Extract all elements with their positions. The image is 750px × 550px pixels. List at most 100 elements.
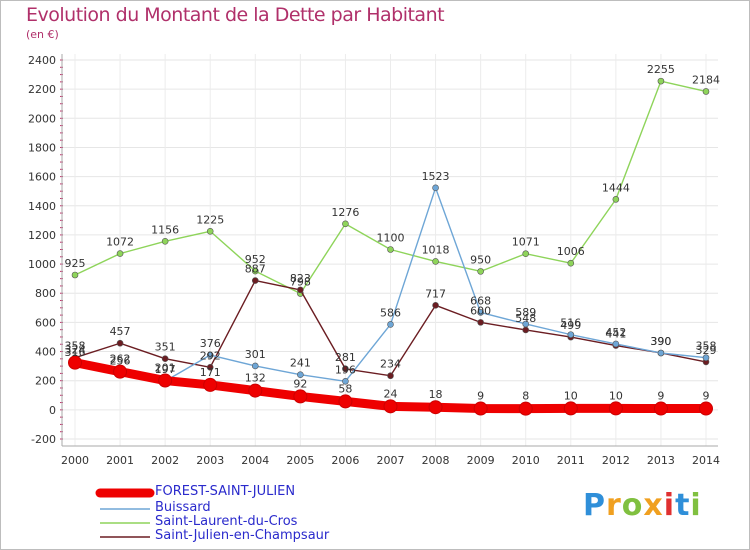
series-0-label-1: 262 [110,353,131,366]
x-tick-label-2: 2002 [151,454,179,467]
legend-label-1: Buissard [155,500,211,515]
series-1-point-14 [702,354,710,361]
x-tick-label-12: 2012 [602,454,630,467]
series-3-point-8 [432,302,439,309]
series-0-point-5 [293,389,308,404]
series-2-label-13: 2255 [647,63,675,76]
series-2-label-7: 1100 [377,232,405,245]
series-3-point-6 [342,365,349,373]
series-1-label-14: 358 [696,340,717,353]
series-3-label-0: 358 [65,340,86,353]
series-2-label-14: 2184 [692,73,720,86]
series-2-label-0: 925 [65,257,86,270]
series-3-label-3: 292 [200,349,221,362]
series-0-point-3 [203,377,218,392]
series-2-point-2 [161,238,169,245]
x-tick-label-5: 2005 [286,454,314,467]
series-3-point-5 [297,286,304,294]
series-0-point-0 [68,355,82,370]
proxiti-logo: Proxiti [583,488,702,523]
series-3-label-14: 329 [696,344,717,357]
series-2-label-9: 950 [470,253,491,266]
series-0-point-2 [158,373,173,388]
series-1-point-3 [206,351,214,359]
series-3-point-9 [477,319,484,326]
y-tick-label-12: 2200 [28,83,56,96]
y-tick-label-0: -200 [31,433,56,446]
series-2-point-13 [657,77,665,85]
series-2-label-12: 1444 [602,181,630,194]
series-2-label-11: 1006 [557,245,585,258]
y-tick-label-9: 1600 [28,171,56,184]
series-3-point-2 [161,355,169,362]
chart-title: Evolution du Montant de la Dette par Hab… [26,4,445,26]
series-2-point-8 [432,258,439,265]
series-3-point-7 [387,372,394,380]
series-1-label-6: 196 [335,363,356,376]
series-2-point-11 [567,259,575,267]
series-1-point-4 [251,362,259,370]
series-1-point-11 [567,331,575,338]
series-3-point-1 [116,339,124,347]
logo-letter: t [675,488,691,523]
y-tick-label-7: 1200 [28,229,56,242]
series-0-label-4: 132 [245,372,266,385]
x-tick-label-14: 2014 [692,454,720,467]
x-tick-label-8: 2008 [422,454,450,467]
series-0-point-13 [653,401,668,416]
series-1-label-11: 516 [560,317,581,330]
series-2-point-14 [702,88,710,95]
series-0-label-8: 18 [429,388,443,401]
series-3-label-12: 441 [605,328,626,341]
series-0-point-8 [428,400,443,415]
series-0-label-10: 8 [522,390,529,403]
series-1-point-6 [342,377,349,385]
x-tick-label-9: 2009 [467,454,495,467]
series-3-label-11: 499 [560,319,581,332]
series-2-point-3 [206,227,214,235]
series-1-point-7 [387,321,394,328]
series-0-point-9 [473,401,488,416]
series-1-label-0: 316 [65,346,86,359]
series-0-point-14 [699,401,713,416]
series-1-label-8: 1523 [422,170,450,183]
series-3-label-6: 281 [335,351,356,364]
series-0-point-7 [383,399,398,414]
series-2-label-10: 1071 [512,236,540,249]
series-1-point-5 [297,371,304,379]
legend-label-0: FOREST-SAINT-JULIEN [155,484,296,499]
series-0-point-4 [248,383,263,398]
series-2-label-1: 1072 [106,236,134,249]
series-1-label-10: 589 [515,306,536,319]
series-2-point-1 [116,250,124,257]
series-1-label-9: 668 [470,294,491,307]
series-3-label-7: 234 [380,358,401,371]
legend-label-3: Saint-Julien-en-Champsaur [155,528,330,543]
logo-letter: x [643,488,664,523]
series-0-label-13: 9 [657,390,664,403]
logo-letter: i [663,488,676,523]
series-1-label-2: 197 [155,363,176,376]
x-tick-label-10: 2010 [512,454,540,467]
series-0-label-2: 201 [155,362,176,375]
logo-letter: P [583,488,606,523]
x-tick-label-4: 2004 [241,454,269,467]
x-tick-label-0: 2000 [61,454,89,467]
series-1-point-13 [657,349,665,357]
series-0-point-1 [113,364,128,379]
x-tick-label-7: 2007 [377,454,405,467]
series-2-point-6 [342,220,349,228]
series-1-point-12 [612,340,620,348]
y-tick-label-5: 800 [35,287,56,300]
series-3-point-10 [522,326,530,334]
series-2-label-8: 1018 [422,243,450,256]
x-tick-label-11: 2011 [557,454,585,467]
series-3-label-13: 390 [650,335,671,348]
series-0-label-14: 9 [703,390,710,403]
series-0-label-11: 10 [564,389,578,402]
series-3-label-10: 548 [515,312,536,325]
y-tick-label-11: 2000 [28,112,56,125]
series-3-point-4 [251,277,259,284]
series-0-point-12 [608,401,623,416]
